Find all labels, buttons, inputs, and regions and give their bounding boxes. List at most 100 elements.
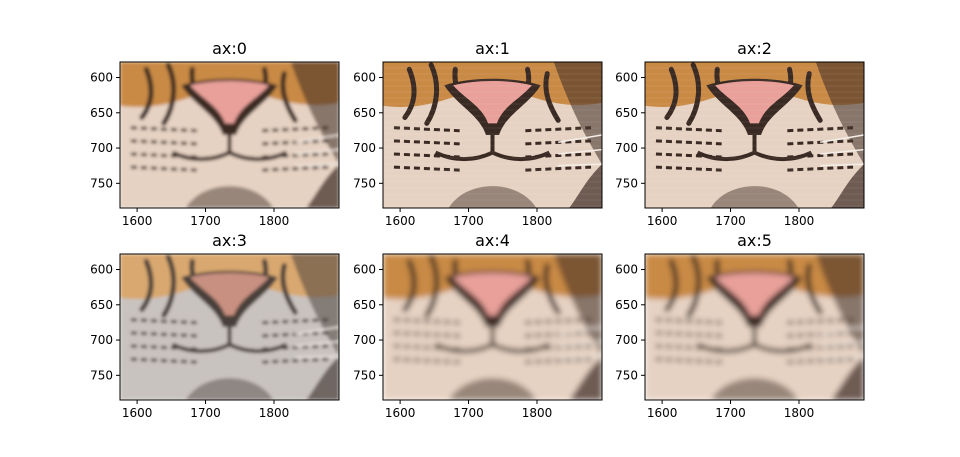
whisker-right-0 (262, 318, 329, 325)
y-tick-label: 700 (90, 333, 113, 347)
stripe-0 (402, 66, 417, 120)
y-tick-label: 650 (615, 298, 638, 312)
fur-shadow-right (815, 254, 864, 357)
whisker-white-2 (820, 163, 864, 167)
y-tick-label: 700 (615, 333, 638, 347)
whisker-left-2 (393, 344, 460, 351)
x-tick-label: 1700 (715, 406, 746, 420)
subplot-4: ax:4 1600 1700 1800 600 650 700 750 (353, 231, 603, 420)
whisker-right-3 (787, 357, 854, 364)
whisker-white-2 (295, 355, 339, 359)
chin-shadow (185, 186, 274, 208)
y-tick-label: 650 (353, 298, 376, 312)
chin-shadow (710, 378, 799, 400)
whisker-right-1 (262, 331, 329, 338)
whisker-right-2 (262, 152, 329, 159)
axes-frame (644, 253, 865, 401)
stripe-4 (280, 71, 298, 123)
whisker-right-1 (525, 139, 592, 146)
whisker-left-3 (655, 357, 722, 364)
mouth-lines (696, 135, 813, 162)
x-tick-label: 1600 (122, 214, 153, 228)
axes-frame (382, 61, 603, 209)
subplot-2: ax:2 1600 1700 1800 600 650 700 750 (615, 39, 865, 228)
subplot-title: ax:4 (475, 231, 510, 250)
fur-dark-bottom-right (569, 164, 602, 208)
whisker-right-3 (525, 357, 592, 364)
y-tick-label: 700 (353, 141, 376, 155)
x-tick-label: 1700 (190, 214, 221, 228)
fur-dark-bottom-right (569, 356, 602, 400)
y-tick-label: 700 (615, 141, 638, 155)
whisker-right-2 (525, 152, 592, 159)
whisker-right-3 (262, 357, 329, 364)
whisker-right-0 (262, 126, 329, 133)
whisker-left-3 (655, 165, 722, 172)
axes-frame (119, 253, 340, 401)
mouth-lines (171, 135, 288, 162)
nose-pink (190, 272, 269, 316)
y-tick-label: 750 (615, 368, 638, 382)
whisker-left-0 (130, 126, 197, 133)
stripe-1 (161, 62, 177, 126)
stripe-0 (664, 258, 679, 312)
nose-pink (453, 80, 532, 124)
mouth-lines (696, 327, 813, 354)
x-tick-label: 1600 (122, 406, 153, 420)
whisker-right-2 (787, 344, 854, 351)
image-area (120, 254, 339, 400)
x-tick-label: 1600 (385, 406, 416, 420)
nose-pink (715, 272, 794, 316)
fur-shadow-right (553, 254, 602, 357)
whisker-left-1 (130, 139, 197, 146)
y-tick-label: 750 (90, 368, 113, 382)
whisker-right-3 (525, 165, 592, 172)
chin-shadow (448, 186, 537, 208)
whisker-white-2 (558, 355, 602, 359)
whisker-right-2 (262, 344, 329, 351)
whisker-left-0 (130, 318, 197, 325)
stripe-1 (161, 254, 177, 318)
whisker-white-1 (558, 340, 602, 347)
stripe-4 (805, 263, 823, 315)
fur-shadow-right (815, 62, 864, 165)
y-tick-label: 750 (353, 368, 376, 382)
fur-dark-bottom-right (306, 356, 339, 400)
whisker-right-0 (525, 126, 592, 133)
whisker-left-3 (130, 165, 197, 172)
whisker-right-1 (262, 139, 329, 146)
whisker-white-2 (820, 355, 864, 359)
subplot-0: ax:0 1600 1700 1800 600 650 700 750 (90, 39, 340, 228)
stripe-4 (805, 71, 823, 123)
whisker-white-1 (295, 148, 339, 155)
stripe-1 (424, 62, 440, 126)
x-tick-label: 1800 (259, 406, 290, 420)
subplot-title: ax:0 (212, 39, 247, 58)
y-tick-label: 700 (90, 141, 113, 155)
subplot-1: ax:1 1600 1700 1800 600 650 700 750 (353, 39, 603, 228)
whisker-left-0 (655, 126, 722, 133)
y-tick-label: 600 (90, 263, 113, 277)
whisker-left-3 (393, 165, 460, 172)
image-area (120, 62, 339, 208)
x-tick-label: 1600 (647, 406, 678, 420)
chin-shadow (185, 378, 274, 400)
whisker-right-0 (787, 126, 854, 133)
stripe-4 (543, 263, 561, 315)
whisker-white-0 (558, 326, 602, 336)
whisker-right-1 (525, 331, 592, 338)
whisker-right-3 (787, 165, 854, 172)
subplot-5: ax:5 1600 1700 1800 600 650 700 750 (615, 231, 865, 420)
x-tick-label: 1700 (190, 406, 221, 420)
whisker-left-0 (393, 126, 460, 133)
whisker-right-0 (787, 318, 854, 325)
chin-shadow (710, 186, 799, 208)
whisker-left-1 (655, 139, 722, 146)
y-tick-label: 700 (353, 333, 376, 347)
x-tick-label: 1800 (522, 214, 553, 228)
mouth-lines (434, 135, 551, 162)
whisker-left-0 (393, 318, 460, 325)
whisker-right-3 (262, 165, 329, 172)
y-tick-label: 750 (90, 176, 113, 190)
